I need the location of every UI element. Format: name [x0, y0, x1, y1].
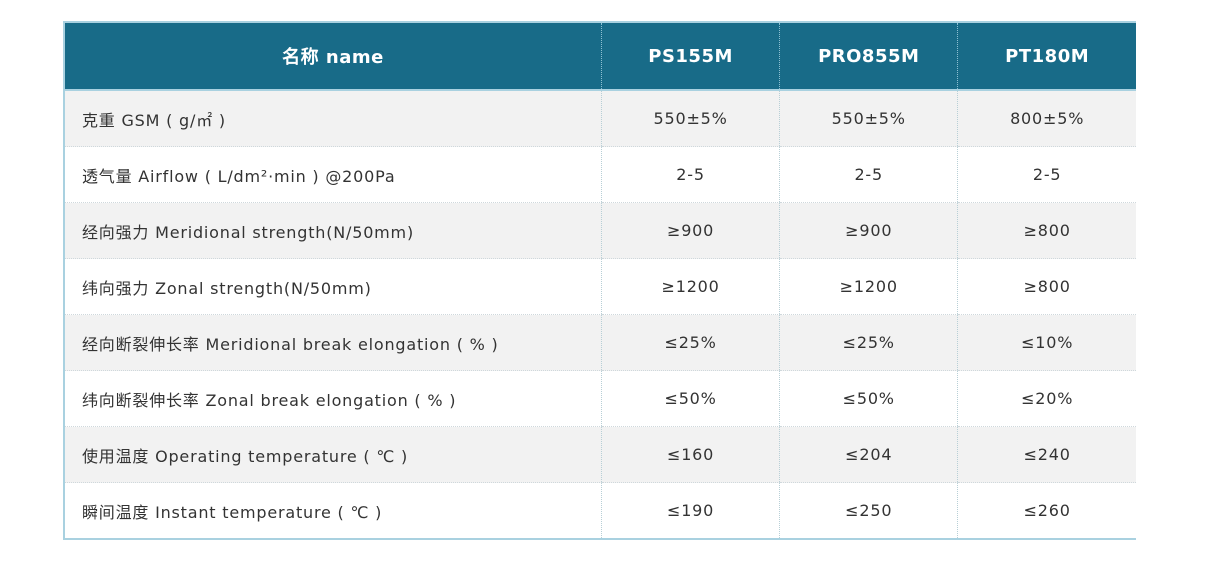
header-pro855m: PRO855M [779, 22, 958, 91]
cell-value: ≤50% [600, 370, 780, 427]
table-row: 瞬间温度 Instant temperature ( ℃ ) ≤190 ≤250… [64, 482, 1136, 539]
cell-value: ≤25% [779, 314, 958, 371]
row-label: 纬向断裂伸长率 Zonal break elongation ( % ) [64, 370, 602, 427]
table-row: 经向断裂伸长率 Meridional break elongation ( % … [64, 314, 1136, 371]
table-row: 使用温度 Operating temperature ( ℃ ) ≤160 ≤2… [64, 426, 1136, 483]
cell-value: ≥800 [957, 258, 1136, 315]
table-row: 透气量 Airflow ( L/dm²·min ) @200Pa 2-5 2-5… [64, 146, 1136, 203]
cell-value: 550±5% [779, 90, 958, 147]
cell-value: ≤25% [600, 314, 780, 371]
spec-table: 名称 name PS155M PRO855M PT180M 克重 GSM ( g… [63, 21, 1136, 540]
row-label: 纬向强力 Zonal strength(N/50mm) [64, 258, 602, 315]
cell-value: ≤50% [779, 370, 958, 427]
cell-value: ≥800 [957, 202, 1136, 259]
table-row: 纬向强力 Zonal strength(N/50mm) ≥1200 ≥1200 … [64, 258, 1136, 315]
row-label: 透气量 Airflow ( L/dm²·min ) @200Pa [64, 146, 602, 203]
cell-value: ≤20% [957, 370, 1136, 427]
cell-value: 2-5 [600, 146, 780, 203]
cell-value: ≤250 [779, 482, 958, 539]
cell-value: 2-5 [779, 146, 958, 203]
cell-value: ≤240 [957, 426, 1136, 483]
cell-value: ≤160 [600, 426, 780, 483]
row-label: 经向强力 Meridional strength(N/50mm) [64, 202, 602, 259]
cell-value: ≤10% [957, 314, 1136, 371]
row-label: 经向断裂伸长率 Meridional break elongation ( % … [64, 314, 602, 371]
cell-value: 550±5% [600, 90, 780, 147]
cell-value: ≥1200 [600, 258, 780, 315]
cell-value: 2-5 [957, 146, 1136, 203]
row-label: 克重 GSM ( g/㎡ ) [64, 90, 602, 147]
cell-value: ≤190 [600, 482, 780, 539]
cell-value: ≥900 [779, 202, 958, 259]
cell-value: ≥1200 [779, 258, 958, 315]
row-label: 使用温度 Operating temperature ( ℃ ) [64, 426, 602, 483]
table-row: 经向强力 Meridional strength(N/50mm) ≥900 ≥9… [64, 202, 1136, 259]
row-label: 瞬间温度 Instant temperature ( ℃ ) [64, 482, 602, 539]
header-name: 名称 name [64, 22, 602, 91]
spec-table-container: 名称 name PS155M PRO855M PT180M 克重 GSM ( g… [63, 21, 1136, 540]
table-row: 克重 GSM ( g/㎡ ) 550±5% 550±5% 800±5% [64, 90, 1136, 147]
cell-value: ≤260 [957, 482, 1136, 539]
cell-value: ≤204 [779, 426, 958, 483]
header-ps155m: PS155M [600, 22, 780, 91]
cell-value: ≥900 [600, 202, 780, 259]
table-header-row: 名称 name PS155M PRO855M PT180M [64, 22, 1136, 91]
header-pt180m: PT180M [957, 22, 1136, 91]
table-row: 纬向断裂伸长率 Zonal break elongation ( % ) ≤50… [64, 370, 1136, 427]
cell-value: 800±5% [957, 90, 1136, 147]
